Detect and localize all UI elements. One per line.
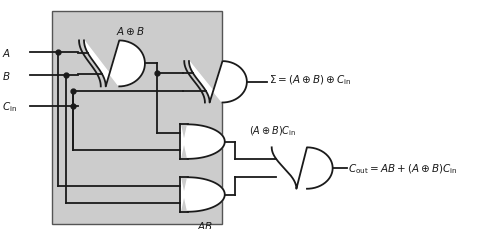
Polygon shape	[189, 62, 247, 103]
Text: $(A \oplus B)C_{\rm in}$: $(A \oplus B)C_{\rm in}$	[249, 124, 297, 137]
Text: $A$: $A$	[2, 47, 11, 59]
Text: $AB$: $AB$	[197, 219, 213, 229]
Polygon shape	[180, 125, 225, 159]
Polygon shape	[84, 41, 145, 87]
Polygon shape	[180, 177, 225, 212]
Text: $A \oplus B$: $A \oplus B$	[116, 25, 145, 37]
Text: $\Sigma = (A \oplus B) \oplus C_{\rm in}$: $\Sigma = (A \oplus B) \oplus C_{\rm in}…	[269, 73, 351, 87]
Text: $C_{\rm in}$: $C_{\rm in}$	[2, 100, 18, 113]
Polygon shape	[272, 148, 332, 189]
Text: $B$: $B$	[2, 70, 11, 82]
Bar	[52, 11, 222, 224]
Text: $C_{\rm out} = AB + (A \oplus B)C_{\rm in}$: $C_{\rm out} = AB + (A \oplus B)C_{\rm i…	[348, 161, 458, 175]
